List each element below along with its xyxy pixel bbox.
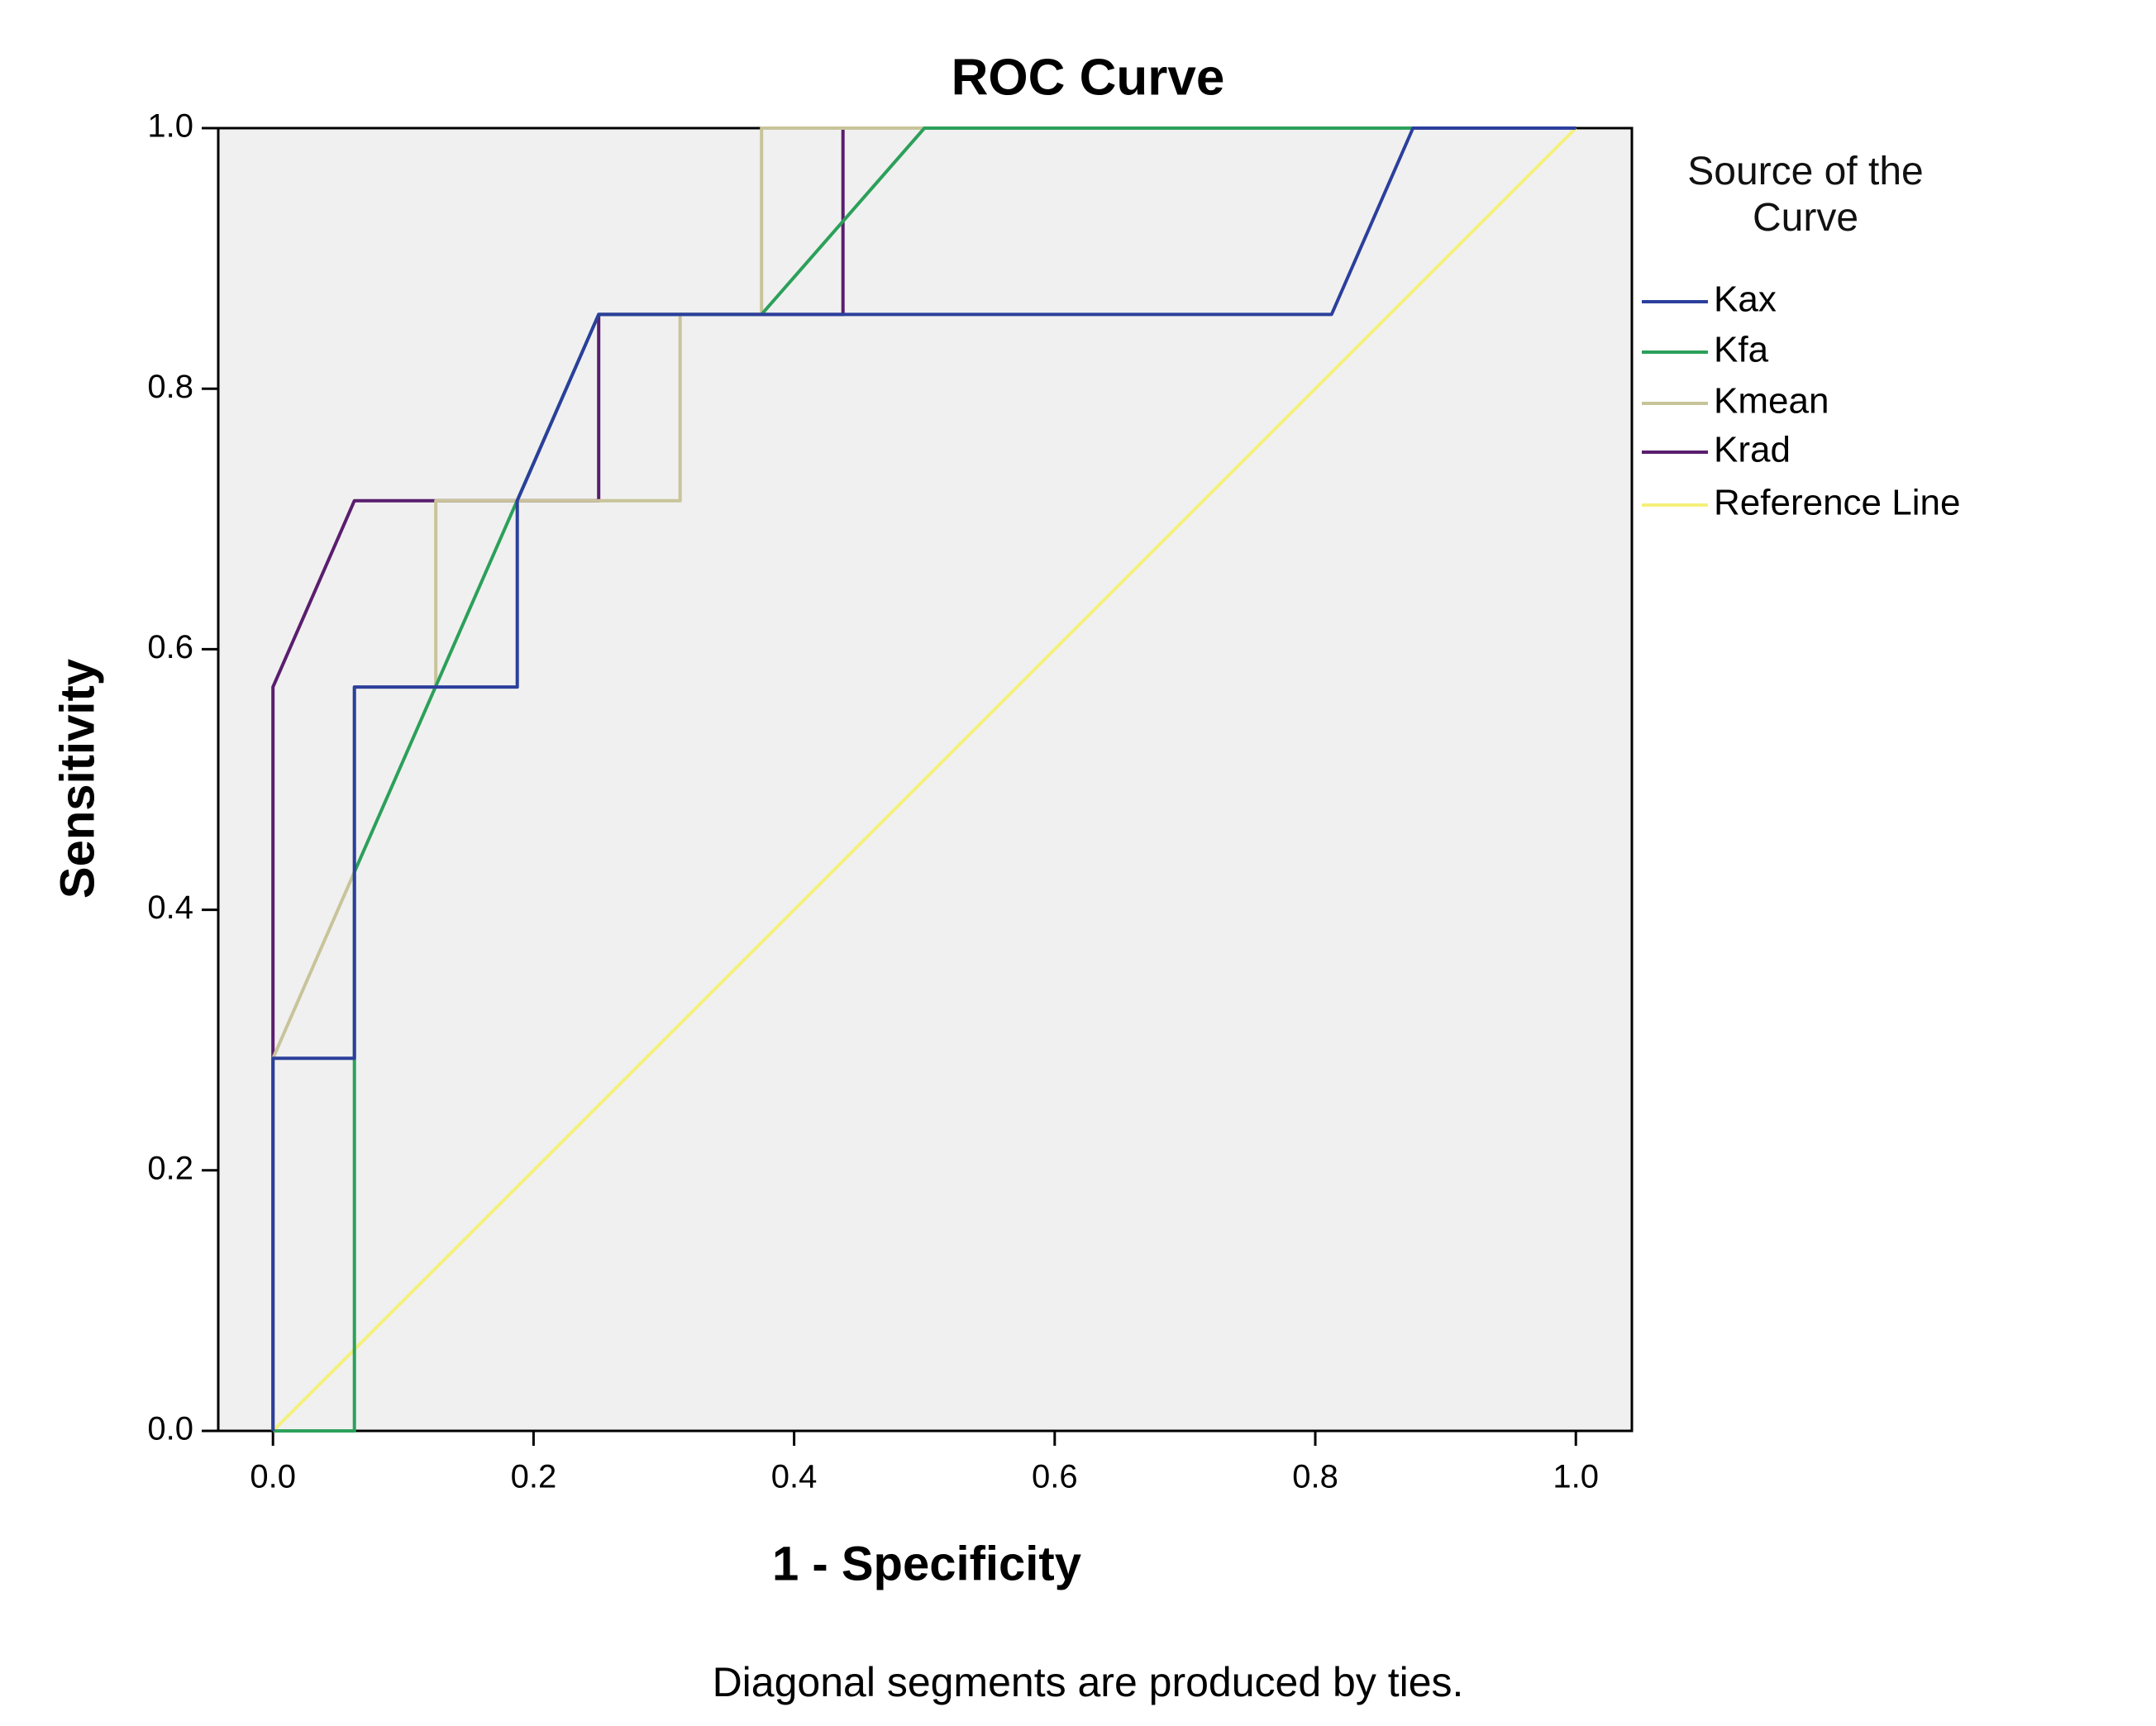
legend-label: Reference Line <box>1714 483 1960 523</box>
x-tick-label: 0.2 <box>511 1459 557 1495</box>
x-tick-label: 0.0 <box>250 1459 296 1495</box>
roc-line <box>271 126 1576 1431</box>
roc-line <box>271 126 1576 1431</box>
x-tick-label: 0.6 <box>1032 1459 1078 1495</box>
y-tick-label: 0.8 <box>147 369 193 405</box>
x-tick-label: 0.4 <box>771 1459 818 1495</box>
y-tick-label: 0.0 <box>147 1411 193 1447</box>
y-tick-label: 0.2 <box>147 1150 193 1186</box>
roc-line <box>271 126 1576 1431</box>
legend-label: Kax <box>1714 279 1777 320</box>
legend-label: Kfa <box>1714 330 1769 370</box>
legend-title: Source of the Curve <box>1687 150 1924 240</box>
y-tick-label: 0.6 <box>147 629 193 665</box>
y-axis-label: Sensitivity <box>50 659 104 899</box>
legend-label: Kmean <box>1714 381 1829 422</box>
footnote: Diagonal segments are produced by ties. <box>713 1659 1464 1705</box>
x-tick-label: 1.0 <box>1553 1459 1599 1495</box>
x-tick-label: 0.8 <box>1292 1459 1338 1495</box>
x-axis-label: 1 - Specificity <box>772 1537 1081 1590</box>
y-tick-label: 0.4 <box>147 889 193 926</box>
roc-line <box>271 126 1577 1433</box>
legend-label: Krad <box>1714 430 1791 470</box>
chart-title: ROC Curve <box>952 49 1225 106</box>
y-tick-label: 1.0 <box>147 108 193 145</box>
